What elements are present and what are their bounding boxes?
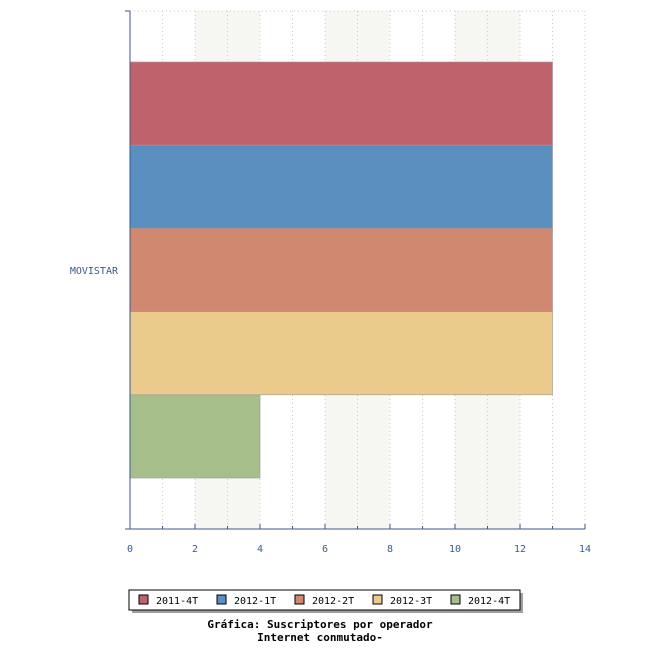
bars [129,61,553,479]
x-tick-label: 10 [449,544,461,555]
x-tick-label: 14 [579,544,591,555]
legend-swatch-2012-4T [450,594,461,605]
bar-2012-2T [129,228,553,312]
bar-2012-1T [129,144,553,229]
category-label: MOVISTAR [70,266,119,277]
x-tick-label: 4 [257,544,263,555]
legend-label: 2012-2T [312,596,354,607]
x-tick-label: 2 [192,544,198,555]
legend-swatch-2012-3T [372,594,383,605]
bar-2011-4T [129,61,553,146]
legend-label: 2012-3T [390,596,432,607]
bar-2012-3T [129,311,553,396]
chart-caption-line-2: Internet conmutado- [257,631,383,644]
x-tick-label: 12 [514,544,526,555]
legend-swatch-2012-2T [294,594,305,605]
legend-label: 2011-4T [156,596,198,607]
category-labels: MOVISTAR [70,266,119,277]
bar-2012-4T [129,394,261,479]
chart-caption-line-1: Gráfica: Suscriptores por operador [207,618,433,631]
legend-label: 2012-1T [234,596,276,607]
x-tick-label: 0 [127,544,133,555]
legend-swatch-2012-1T [216,594,227,605]
x-tick-label: 6 [322,544,328,555]
tick-labels: 0 2 4 6 8 10 12 14 [127,544,591,555]
legend: 2011-4T 2012-1T 2012-2T 2012-3T 2012-4T [128,589,523,613]
legend-swatch-2011-4T [138,594,149,605]
axes [125,10,586,530]
x-tick-label: 8 [387,544,393,555]
legend-label: 2012-4T [468,596,510,607]
legend-box [128,589,521,611]
